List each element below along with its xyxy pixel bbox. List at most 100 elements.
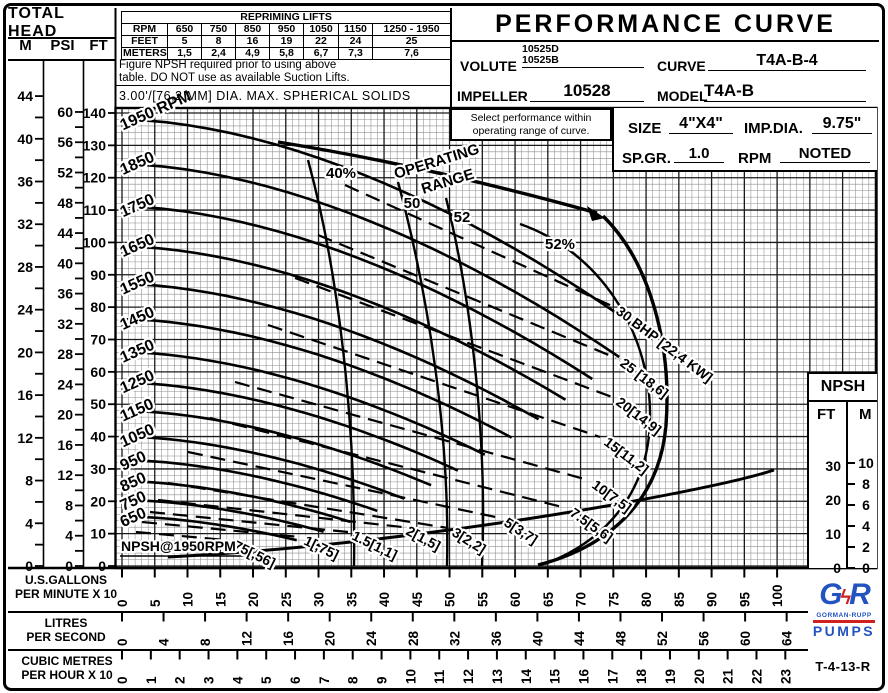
- gpm-tick-label: 35: [344, 591, 359, 607]
- npsh-m-tick: 6: [862, 496, 870, 513]
- m3h-tick-label: 21: [721, 668, 736, 684]
- head-m-tick: 8: [25, 473, 33, 489]
- m3h-tick-label: 2: [173, 676, 188, 684]
- head-m-tick: 28: [17, 259, 33, 275]
- npsh-m-tick: 8: [862, 475, 870, 492]
- head-ft-tick: 80: [90, 299, 106, 315]
- gpm-tick-label: 80: [639, 592, 654, 607]
- npsh-m-tick: 4: [862, 517, 870, 534]
- sp-gr-label: SP.GR.: [622, 150, 671, 167]
- lps-title-line1: LITRES: [44, 616, 88, 630]
- title-block: PERFORMANCE CURVE VOLUTE 10525D 10525B C…: [450, 8, 879, 108]
- head-m-tick: 20: [17, 344, 33, 360]
- head-ft-tick: 30: [90, 461, 106, 477]
- head-m-tick: 40: [17, 131, 33, 147]
- head-ft-tick: 100: [83, 234, 107, 250]
- npsh-m-tick-mark: [848, 524, 855, 527]
- imp-dia-value: 9.75": [812, 115, 872, 134]
- bhp-lines: [135, 183, 617, 542]
- lps-axis-title: LITRES PER SECOND: [10, 616, 122, 644]
- gpm-tick-label: 55: [475, 591, 490, 607]
- model-label: MODEL: [657, 88, 708, 104]
- npsh-note-line2: table. DO NOT use as available Suction L…: [119, 72, 350, 84]
- unit-psi-label: PSI: [50, 37, 75, 54]
- head-psi-tick: 32: [57, 316, 73, 332]
- m3h-axis-title: CUBIC METRES PER HOUR X 10: [8, 654, 126, 682]
- rpm-curve-1150: [121, 409, 432, 487]
- rpm-curve-750: [121, 498, 324, 533]
- spherical-solids-note: 3.00'/[76,2 MM] DIA. MAX. SPHERICAL SOLI…: [115, 85, 450, 106]
- m3h-title-line2: PER HOUR X 10: [21, 667, 113, 682]
- npsh-divider: [846, 400, 848, 568]
- rpm-curve-950: [121, 458, 378, 513]
- head-psi-tick: 60: [57, 104, 73, 120]
- repriming-cell-rpm: 1250 - 1950: [371, 23, 452, 36]
- lps-tick-label: 64: [780, 630, 795, 646]
- efficiency-label: 50: [404, 195, 421, 212]
- curve-value: T4A-B-4: [708, 52, 866, 71]
- repriming-cell-meters: 4,9: [235, 47, 270, 60]
- gpm-tick-label: 100: [770, 584, 785, 607]
- lps-tick-label: 40: [530, 631, 545, 646]
- repriming-cell-rpm: 850: [235, 23, 270, 36]
- gpm-tick-label: 40: [377, 592, 392, 607]
- repriming-cell-meters: 5,8: [269, 47, 304, 60]
- rpm-curve-850: [121, 479, 351, 524]
- repriming-title: REPRIMING LIFTS: [120, 11, 452, 24]
- volute-value-2: 10525B: [522, 54, 559, 66]
- efficiency-label: 52%: [545, 236, 575, 253]
- gpm-tick-label: 60: [508, 592, 523, 607]
- outer-frame: [3, 3, 885, 691]
- npsh-curve-label: NPSH@1950RPM: [121, 538, 236, 554]
- volute-value: 10525D 10525B: [522, 44, 644, 68]
- m3h-tick-label: 9: [375, 676, 390, 684]
- repriming-cell-feet: 8: [201, 35, 236, 48]
- repriming-cell-feet: 5: [167, 35, 202, 48]
- operating-range-envelope: [277, 140, 669, 567]
- logo-red-bar: [813, 620, 875, 623]
- repriming-cell-rpm: 1150: [338, 23, 373, 36]
- head-psi-tick: 28: [57, 346, 73, 362]
- repriming-cell-meters: 2,4: [201, 47, 236, 60]
- m3h-tick-label: 22: [749, 669, 764, 684]
- m3h-tick-label: 12: [461, 669, 476, 684]
- head-psi-tick: 8: [65, 497, 73, 513]
- rpm-field-value: NOTED: [780, 145, 870, 163]
- npsh-m-tick-mark: [848, 545, 855, 548]
- rpm-curve-1750: [121, 205, 593, 381]
- npsh-m-tick-mark: [848, 567, 855, 569]
- head-ft-tick: 110: [83, 202, 106, 218]
- rpm-curve-1650: [121, 245, 567, 401]
- impeller-label: IMPELLER: [457, 88, 528, 104]
- m3h-tick-label: 11: [432, 669, 447, 684]
- repriming-cell-meters: 6,7: [303, 47, 339, 60]
- lps-tick-label: 16: [281, 630, 296, 646]
- npsh-ft-label: FT: [817, 406, 836, 423]
- repriming-cell-feet: 19: [269, 35, 304, 48]
- impeller-value: 10528: [530, 81, 644, 102]
- repriming-cell-feet: 22: [303, 35, 339, 48]
- npsh-ft-tick: 0: [833, 560, 841, 576]
- npsh-panel-title: NPSH: [809, 374, 877, 402]
- head-psi-tick: 0: [65, 558, 73, 574]
- head-scales: 0481216202428323640440481216202428323640…: [17, 88, 116, 574]
- m3h-tick-label: 13: [490, 668, 505, 684]
- m3h-tick-label: 3: [202, 676, 217, 684]
- lps-tick-label: 48: [613, 630, 628, 646]
- gpm-axis-title: U.S.GALLONS PER MINUTE X 10: [10, 573, 122, 601]
- size-label: SIZE: [628, 120, 662, 137]
- volute-value-1: 10525D: [522, 43, 559, 55]
- unit-ft-label: FT: [89, 37, 108, 54]
- repriming-cell-meters: 1,5: [167, 47, 202, 60]
- m3h-tick-label: 16: [576, 668, 591, 684]
- head-psi-tick: 52: [57, 165, 73, 181]
- npsh-m-tick: 0: [862, 560, 870, 576]
- lps-tick-label: 44: [572, 630, 587, 646]
- repriming-meters-label: METERS: [121, 47, 168, 60]
- head-psi-tick: 44: [57, 225, 73, 241]
- rpm-curves: [121, 118, 647, 542]
- total-head-title: TOTAL HEAD: [8, 5, 115, 40]
- lps-tick-label: 24: [364, 630, 379, 646]
- npsh-m-tick: 10: [858, 454, 874, 471]
